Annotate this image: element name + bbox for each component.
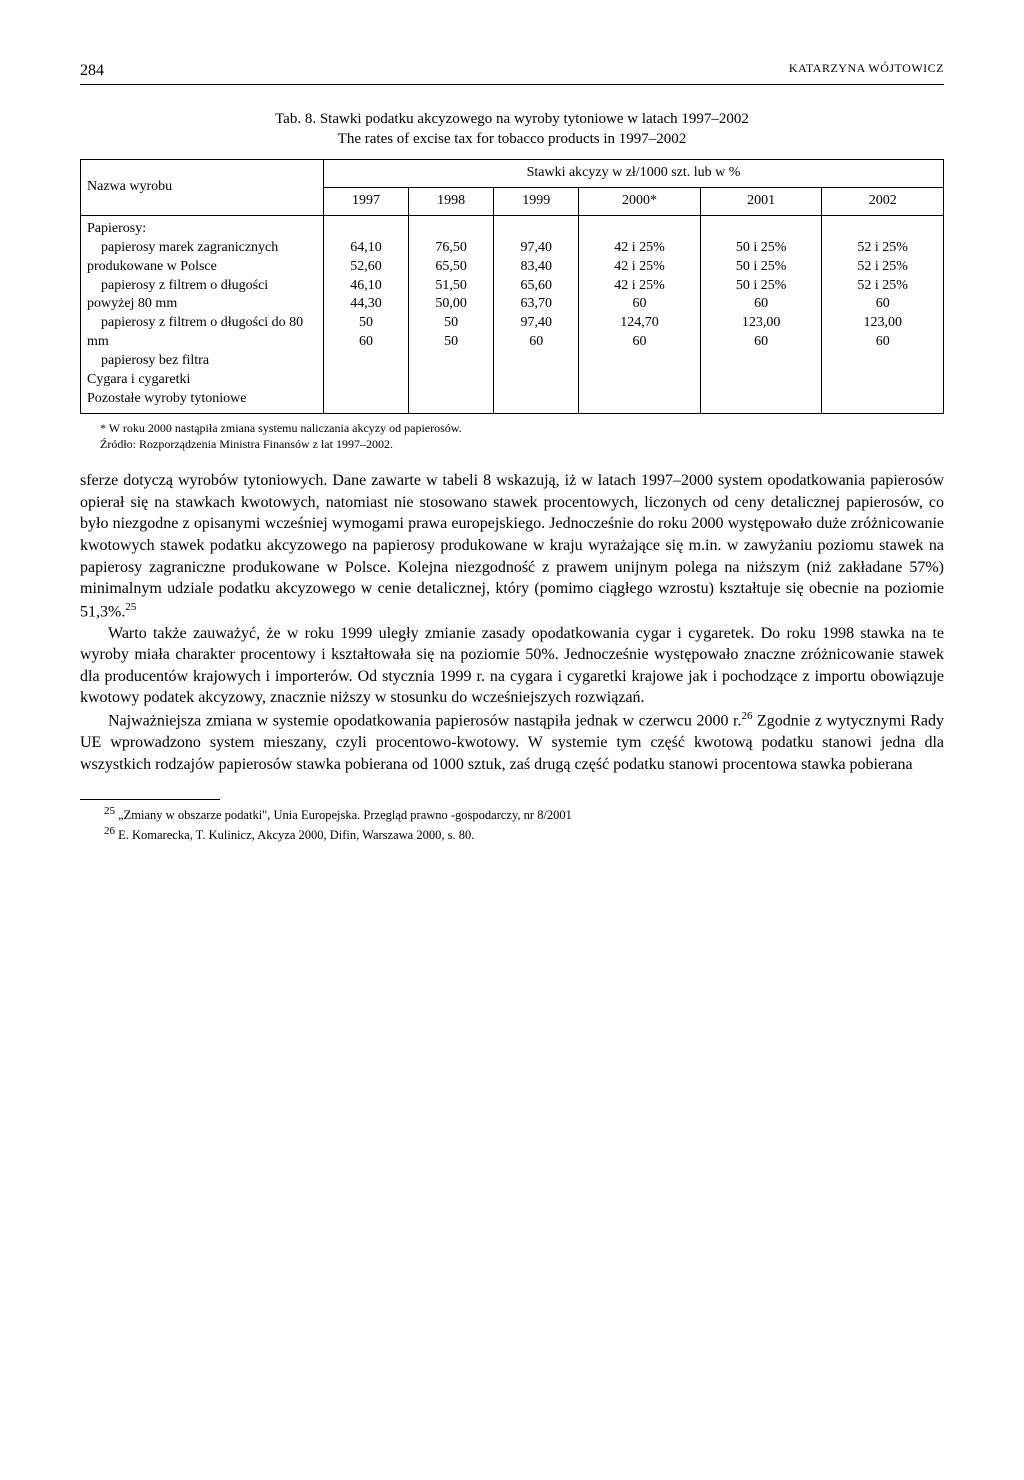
cell: 42 i 25% — [614, 259, 665, 274]
col-1999: 97,40 83,40 65,60 63,70 97,40 60 — [494, 215, 579, 413]
excise-table: Nazwa wyrobu Stawki akcyzy w zł/1000 szt… — [80, 159, 944, 414]
row-5-label: Pozostałe wyroby tytoniowe — [87, 391, 246, 406]
paragraph-2: Warto także zauważyć, że w roku 1999 ule… — [80, 623, 944, 709]
footnote-separator — [80, 799, 220, 800]
row-0-label: papierosy marek zagranicznych produkowan… — [87, 240, 278, 274]
col-1998: 76,50 65,50 51,50 50,00 50 50 — [409, 215, 494, 413]
cell: 123,00 — [863, 315, 902, 330]
section-header: Papierosy: papierosy marek zagranicznych… — [81, 215, 324, 413]
cell: 52 i 25% — [857, 259, 908, 274]
cell: 50 — [359, 315, 373, 330]
cell: 65,50 — [435, 259, 467, 274]
year-1: 1998 — [409, 187, 494, 215]
cell: 52 i 25% — [857, 278, 908, 293]
cell: 42 i 25% — [614, 278, 665, 293]
cell: 51,50 — [435, 278, 467, 293]
footnote-25-text: „Zmiany w obszarze podatki", Unia Europe… — [115, 808, 572, 822]
cell: 97,40 — [520, 240, 552, 255]
cell: 97,40 — [520, 315, 552, 330]
cell: 50 i 25% — [736, 240, 787, 255]
cell: 76,50 — [435, 240, 467, 255]
cell: 44,30 — [350, 296, 382, 311]
section-header-text: Papierosy: — [87, 221, 146, 236]
year-0: 1997 — [324, 187, 409, 215]
year-5: 2002 — [822, 187, 944, 215]
year-4: 2001 — [700, 187, 822, 215]
row-4-label: Cygara i cygaretki — [87, 372, 190, 387]
paragraph-1: sferze dotyczą wyrobów tytoniowych. Dane… — [80, 470, 944, 622]
footnote-26-ref: 26 — [104, 825, 115, 837]
cell: 52,60 — [350, 259, 382, 274]
cell: 52 i 25% — [857, 240, 908, 255]
cell: 60 — [633, 296, 647, 311]
table-caption: Tab. 8. Stawki podatku akcyzowego na wyr… — [80, 109, 944, 150]
cell: 50 — [444, 334, 458, 349]
p1-text: sferze dotyczą wyrobów tytoniowych. Dane… — [80, 472, 944, 620]
table-source: Źródło: Rozporządzenia Ministra Finansów… — [100, 436, 944, 452]
cell: 63,70 — [520, 296, 552, 311]
row-3-label: papierosy bez filtra — [87, 353, 209, 368]
cell: 50,00 — [435, 296, 467, 311]
col-2001: 50 i 25% 50 i 25% 50 i 25% 60 123,00 60 — [700, 215, 822, 413]
footnote-ref-26: 26 — [741, 710, 752, 722]
cell: 60 — [876, 334, 890, 349]
caption-line-1: Tab. 8. Stawki podatku akcyzowego na wyr… — [275, 111, 749, 127]
cell: 83,40 — [520, 259, 552, 274]
footnote-25: 25 „Zmiany w obszarze podatki", Unia Eur… — [80, 804, 944, 824]
cell: 123,00 — [742, 315, 781, 330]
cell: 60 — [633, 334, 647, 349]
col-2000: 42 i 25% 42 i 25% 42 i 25% 60 124,70 60 — [579, 215, 701, 413]
cell: 50 i 25% — [736, 259, 787, 274]
cell: 42 i 25% — [614, 240, 665, 255]
cell: 60 — [754, 296, 768, 311]
caption-line-2: The rates of excise tax for tobacco prod… — [338, 131, 687, 147]
footnote-25-ref: 25 — [104, 805, 115, 817]
footnote-ref-25: 25 — [125, 601, 136, 613]
cell: 124,70 — [620, 315, 659, 330]
col-2002: 52 i 25% 52 i 25% 52 i 25% 60 123,00 60 — [822, 215, 944, 413]
p3a-text: Najważniejsza zmiana w systemie opodatko… — [108, 712, 741, 729]
paragraph-3: Najważniejsza zmiana w systemie opodatko… — [80, 709, 944, 775]
year-2: 1999 — [494, 187, 579, 215]
row-1-label: papierosy z filtrem o długości powyżej 8… — [87, 278, 268, 312]
year-3: 2000* — [579, 187, 701, 215]
cell: 50 i 25% — [736, 278, 787, 293]
header-rowlabel: Nazwa wyrobu — [81, 160, 324, 216]
cell: 60 — [359, 334, 373, 349]
header-super: Stawki akcyzy w zł/1000 szt. lub w % — [324, 160, 944, 188]
cell: 50 — [444, 315, 458, 330]
cell: 64,10 — [350, 240, 382, 255]
page-header: 284 KATARZYNA WÓJTOWICZ — [80, 60, 944, 85]
cell: 60 — [754, 334, 768, 349]
table-footnote: * W roku 2000 nastąpiła zmiana systemu n… — [100, 420, 944, 436]
page-number: 284 — [80, 60, 104, 82]
cell: 46,10 — [350, 278, 382, 293]
cell: 65,60 — [520, 278, 552, 293]
footnote-26-text: E. Komarecka, T. Kulinicz, Akcyza 2000, … — [115, 828, 474, 842]
cell: 60 — [529, 334, 543, 349]
col-1997: 64,10 52,60 46,10 44,30 50 60 — [324, 215, 409, 413]
author-name: KATARZYNA WÓJTOWICZ — [789, 60, 944, 82]
row-2-label: papierosy z filtrem o długości do 80 mm — [87, 315, 303, 349]
footnote-26: 26 E. Komarecka, T. Kulinicz, Akcyza 200… — [80, 824, 944, 844]
cell: 60 — [876, 296, 890, 311]
